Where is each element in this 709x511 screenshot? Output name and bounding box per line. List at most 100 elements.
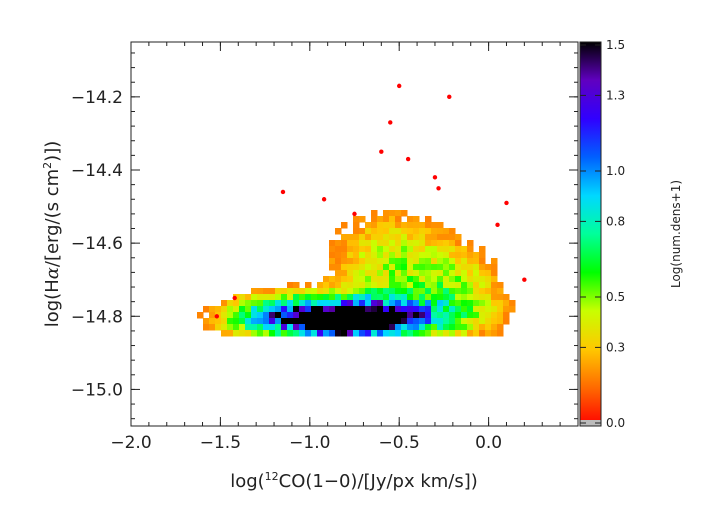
density-cell xyxy=(407,318,414,325)
density-cell xyxy=(359,264,366,271)
density-cell xyxy=(443,252,450,259)
density-cell xyxy=(431,318,438,325)
density-cell xyxy=(497,324,504,331)
density-cell xyxy=(413,282,420,289)
density-cell xyxy=(317,330,324,337)
density-cell xyxy=(263,330,270,337)
density-cell xyxy=(329,246,336,253)
density-cell xyxy=(209,306,216,313)
density-cell xyxy=(461,264,468,271)
density-cell xyxy=(359,252,366,259)
density-cell xyxy=(353,306,360,313)
density-cell xyxy=(407,258,414,265)
density-cell xyxy=(335,258,342,265)
density-cell xyxy=(383,288,390,295)
density-cell xyxy=(293,288,300,295)
density-cell xyxy=(347,318,354,325)
colorbar-bottom-band xyxy=(580,420,601,426)
density-cell xyxy=(287,288,294,295)
density-cell xyxy=(437,294,444,301)
density-cell xyxy=(371,330,378,337)
density-cell xyxy=(449,318,456,325)
density-cell xyxy=(287,318,294,325)
density-cell xyxy=(227,312,234,319)
density-cell xyxy=(431,240,438,247)
density-cell xyxy=(299,294,306,301)
density-cell xyxy=(479,276,486,283)
density-cell xyxy=(473,252,480,259)
density-cell xyxy=(485,264,492,271)
density-cell xyxy=(413,294,420,301)
density-cell xyxy=(425,294,432,301)
outlier-point xyxy=(436,186,441,191)
density-cell xyxy=(311,300,318,307)
density-cell xyxy=(269,306,276,313)
density-cell xyxy=(347,270,354,277)
density-cell xyxy=(335,270,342,277)
density-cell xyxy=(425,324,432,331)
density-cell xyxy=(431,234,438,241)
density-cell xyxy=(491,300,498,307)
density-cell xyxy=(377,216,384,223)
density-cell xyxy=(419,234,426,241)
density-cell xyxy=(491,264,498,271)
density-cell xyxy=(401,318,408,325)
density-cell xyxy=(437,222,444,229)
outlier-point xyxy=(352,211,357,217)
density-cell xyxy=(359,288,366,295)
density-cell xyxy=(245,312,252,319)
density-cell xyxy=(401,324,408,331)
density-cell xyxy=(383,330,390,337)
outlier-point xyxy=(379,149,384,154)
density-cell xyxy=(269,300,276,307)
density-cell xyxy=(455,270,462,277)
density-cell xyxy=(299,324,306,331)
density-cell xyxy=(317,288,324,295)
density-cell xyxy=(203,306,210,313)
density-cell xyxy=(419,306,426,313)
density-cell xyxy=(479,300,486,307)
density-cell xyxy=(353,264,360,271)
density-cell xyxy=(413,270,420,277)
density-cell xyxy=(227,324,234,331)
density-cell xyxy=(305,294,312,301)
density-cell xyxy=(335,228,342,235)
density-cell xyxy=(443,300,450,307)
density-cell xyxy=(443,312,450,319)
density-cell xyxy=(293,318,300,325)
density-cell xyxy=(389,228,396,235)
density-cell xyxy=(359,324,366,331)
density-cell xyxy=(353,288,360,295)
density-cell xyxy=(305,282,312,289)
density-cell xyxy=(383,282,390,289)
density-cell xyxy=(347,276,354,283)
density-cell xyxy=(473,324,480,331)
density-cell xyxy=(263,288,270,295)
density-cell xyxy=(419,258,426,265)
density-cell xyxy=(329,252,336,259)
density-cell xyxy=(209,318,216,325)
density-cell xyxy=(335,294,342,301)
density-cell xyxy=(233,312,240,319)
density-cell xyxy=(419,282,426,289)
density-cell xyxy=(431,306,438,313)
density-cell xyxy=(323,318,330,325)
density-cell xyxy=(287,300,294,307)
density-cell xyxy=(407,324,414,331)
density-cell xyxy=(413,234,420,241)
density-cell xyxy=(209,324,216,331)
density-cell xyxy=(317,312,324,319)
density-cell xyxy=(371,288,378,295)
density-cell xyxy=(473,264,480,271)
density-cell xyxy=(413,276,420,283)
density-cell xyxy=(479,312,486,319)
density-cell xyxy=(461,324,468,331)
density-cell xyxy=(377,306,384,313)
density-cell xyxy=(467,306,474,313)
density-cell xyxy=(395,210,402,217)
y-tick-label: −14.4 xyxy=(71,161,123,181)
density-cell xyxy=(383,312,390,319)
density-cell xyxy=(299,330,306,337)
density-cell xyxy=(425,318,432,325)
density-cell xyxy=(497,306,504,313)
